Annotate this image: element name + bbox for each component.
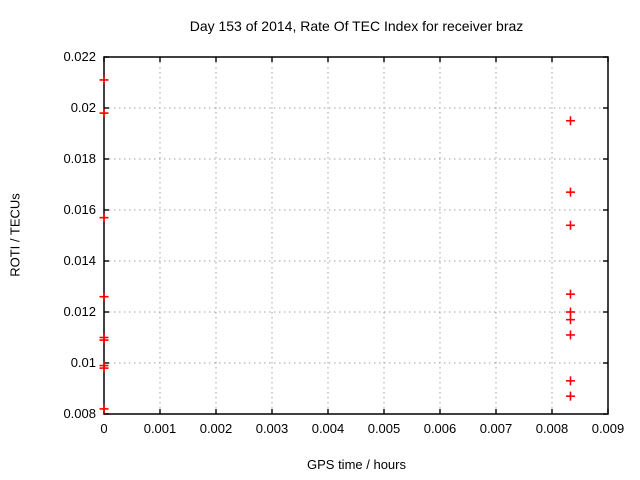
x-tick-label: 0.005: [368, 421, 401, 436]
x-tick-label: 0.003: [256, 421, 289, 436]
y-tick-label: 0.01: [71, 355, 96, 370]
y-tick-label: 0.016: [63, 202, 96, 217]
y-tick-label: 0.012: [63, 304, 96, 319]
y-tick-label: 0.008: [63, 406, 96, 421]
x-axis-label: GPS time / hours: [307, 457, 406, 472]
y-tick-label: 0.018: [63, 151, 96, 166]
x-tick-label: 0: [100, 421, 107, 436]
x-tick-label: 0.006: [424, 421, 457, 436]
x-tick-label: 0.008: [536, 421, 569, 436]
chart-title: Day 153 of 2014, Rate Of TEC Index for r…: [189, 18, 524, 34]
x-tick-label: 0.002: [200, 421, 233, 436]
x-tick-label: 0.004: [312, 421, 345, 436]
y-tick-label: 0.014: [63, 253, 96, 268]
y-tick-label: 0.02: [71, 100, 96, 115]
x-tick-label: 0.009: [592, 421, 625, 436]
y-tick-label: 0.022: [63, 49, 96, 64]
x-tick-label: 0.001: [144, 421, 177, 436]
y-axis-label: ROTI / TECUs: [7, 193, 23, 277]
x-tick-label: 0.007: [480, 421, 513, 436]
plot-border: [103, 56, 609, 415]
